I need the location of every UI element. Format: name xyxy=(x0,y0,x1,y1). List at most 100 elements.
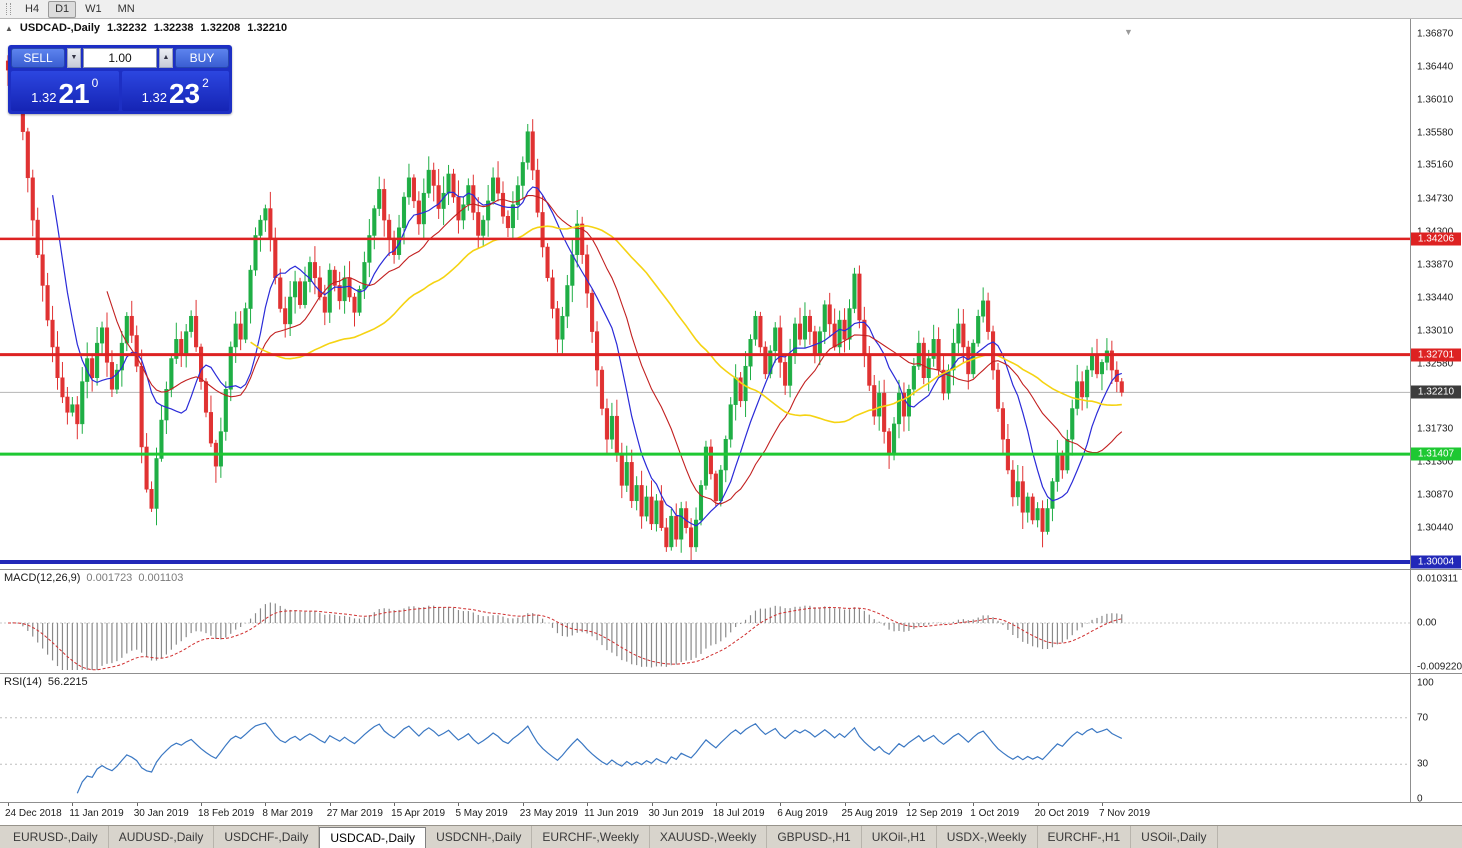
panel-separator[interactable] xyxy=(0,673,1462,674)
level-price-tag: 1.32701 xyxy=(1411,348,1461,362)
price-axis-label: 1.34730 xyxy=(1417,193,1454,205)
symbol-tab-eurusd-daily[interactable]: EURUSD-,Daily xyxy=(3,826,109,848)
sell-price-base: 1.32 xyxy=(31,90,57,105)
date-tick xyxy=(715,802,717,806)
date-axis-label: 18 Jul 2019 xyxy=(712,808,765,819)
date-tick xyxy=(136,802,138,806)
date-tick xyxy=(329,802,331,806)
date-tick xyxy=(72,802,74,806)
rsi-indicator-label: RSI(14) 56.2215 xyxy=(4,676,88,688)
timeframe-buttons: H4 D1 W1 MN xyxy=(18,0,142,18)
symbol-tab-eurchf-weekly[interactable]: EURCHF-,Weekly xyxy=(532,826,650,848)
symbol-tab-usdchf-daily[interactable]: USDCHF-,Daily xyxy=(214,826,320,848)
date-axis-label: 27 Mar 2019 xyxy=(326,808,383,819)
timeframe-button-h4[interactable]: H4 xyxy=(25,2,40,15)
date-tick xyxy=(844,802,846,806)
price-axis-label: 1.36440 xyxy=(1417,61,1454,73)
symbol-tab-xauusd-weekly[interactable]: XAUUSD-,Weekly xyxy=(650,826,768,848)
date-tick xyxy=(1101,802,1103,806)
macd-indicator-label: MACD(12,26,9) 0.001723 0.001103 xyxy=(4,572,184,584)
date-axis-label: 11 Jun 2019 xyxy=(584,808,639,819)
ohlc-high: 1.32238 xyxy=(153,22,194,34)
date-axis-label: 7 Nov 2019 xyxy=(1098,808,1151,819)
symbol-tab-usdcad-daily[interactable]: USDCAD-,Daily xyxy=(319,827,427,848)
date-axis-label: 12 Sep 2019 xyxy=(905,808,963,819)
price-axis-label: 1.30440 xyxy=(1417,522,1454,534)
date-tick xyxy=(651,802,653,806)
price-axis-label: 1.36010 xyxy=(1417,94,1454,106)
macd-panel-canvas[interactable] xyxy=(0,569,1410,673)
sell-price-display[interactable]: 1.32 21 0 xyxy=(11,71,119,111)
date-tick xyxy=(201,802,203,806)
volume-input[interactable]: 1.00 xyxy=(83,48,157,68)
date-axis-label: 1 Oct 2019 xyxy=(970,808,1020,819)
symbol-tab-eurchf-h1[interactable]: EURCHF-,H1 xyxy=(1038,826,1132,848)
timeframe-button-d1[interactable]: D1 xyxy=(48,0,77,18)
volume-increase-button[interactable]: ▲ xyxy=(159,48,173,68)
date-axis-label: 8 Mar 2019 xyxy=(262,808,313,819)
toolbar-grip[interactable] xyxy=(6,3,11,15)
price-axis-label: 1.32580 xyxy=(1417,358,1454,370)
symbol-tab-audusd-daily[interactable]: AUDUSD-,Daily xyxy=(109,826,215,848)
date-tick xyxy=(458,802,460,806)
symbol-tab-usdcnh-daily[interactable]: USDCNH-,Daily xyxy=(426,826,533,848)
macd-axis-label: 0.00 xyxy=(1417,617,1437,629)
macd-axis-label: -0.0092203 xyxy=(1417,661,1462,673)
price-axis-label: 1.33440 xyxy=(1417,292,1454,304)
price-axis-label: 1.30870 xyxy=(1417,489,1454,501)
timeframe-toolbar: H4 D1 W1 MN xyxy=(0,0,1462,19)
ohlc-close: 1.32210 xyxy=(247,22,288,34)
buy-price-display[interactable]: 1.32 23 2 xyxy=(121,71,229,111)
level-price-tag: 1.34206 xyxy=(1411,232,1461,246)
price-axis-label: 1.33010 xyxy=(1417,325,1454,337)
symbol-tab-usdx-weekly[interactable]: USDX-,Weekly xyxy=(937,826,1038,848)
price-axis-label: 1.31730 xyxy=(1417,423,1454,435)
date-axis-label: 23 May 2019 xyxy=(519,808,578,819)
date-axis-label: 6 Aug 2019 xyxy=(777,808,828,819)
axis-border xyxy=(1410,19,1411,802)
symbol-tab-ukoil-h1[interactable]: UKOil-,H1 xyxy=(862,826,937,848)
date-tick xyxy=(908,802,910,806)
date-axis-label: 5 May 2019 xyxy=(455,808,508,819)
timeframe-button-w1[interactable]: W1 xyxy=(85,2,102,15)
price-axis-label: 1.36870 xyxy=(1417,28,1454,40)
date-axis-label: 30 Jan 2019 xyxy=(133,808,189,819)
panel-separator[interactable] xyxy=(0,569,1462,570)
symbol-tab-usoil-daily[interactable]: USOil-,Daily xyxy=(1131,826,1218,848)
volume-decrease-button[interactable]: ▼ xyxy=(67,48,81,68)
sell-button[interactable]: SELL xyxy=(11,48,65,68)
chart-symbol: USDCAD-,Daily xyxy=(19,22,100,34)
chart-shift-marker-icon[interactable]: ▼ xyxy=(1124,27,1133,37)
symbol-tab-gbpusd-h1[interactable]: GBPUSD-,H1 xyxy=(767,826,862,848)
macd-signal-value: 0.001103 xyxy=(138,572,184,584)
price-chart-canvas[interactable] xyxy=(0,19,1410,569)
date-axis-label: 15 Apr 2019 xyxy=(391,808,446,819)
level-price-tag: 1.30004 xyxy=(1411,555,1461,569)
date-tick xyxy=(265,802,267,806)
collapse-arrow-icon[interactable]: ▲ xyxy=(5,23,13,33)
date-axis-label: 20 Oct 2019 xyxy=(1034,808,1090,819)
ohlc-low: 1.32208 xyxy=(200,22,241,34)
rsi-axis-label: 100 xyxy=(1417,677,1434,689)
date-axis-label: 25 Aug 2019 xyxy=(841,808,898,819)
date-axis-label: 24 Dec 2018 xyxy=(5,808,62,819)
rsi-axis-label: 30 xyxy=(1417,758,1429,770)
rsi-axis-label: 70 xyxy=(1417,712,1429,724)
level-price-tag: 1.31407 xyxy=(1411,447,1461,461)
date-tick xyxy=(780,802,782,806)
time-scale[interactable]: 24 Dec 2018 11 Jan 2019 30 Jan 2019 18 Feb … xyxy=(0,802,1410,825)
date-axis-label: 11 Jan 2019 xyxy=(69,808,124,819)
current-price-tag: 1.32210 xyxy=(1411,385,1461,399)
buy-button[interactable]: BUY xyxy=(175,48,229,68)
date-tick xyxy=(394,802,396,806)
macd-name: MACD(12,26,9) xyxy=(4,572,81,584)
date-axis-label: 18 Feb 2019 xyxy=(198,808,255,819)
date-tick xyxy=(973,802,975,806)
date-axis-label: 30 Jun 2019 xyxy=(648,808,704,819)
price-scale[interactable]: 1.36870 1.36440 1.36010 1.35580 1.35160 1.347… xyxy=(1411,19,1462,805)
price-axis-label: 1.34300 xyxy=(1417,226,1453,237)
rsi-panel-canvas[interactable] xyxy=(0,673,1410,802)
timeframe-button-mn[interactable]: MN xyxy=(117,2,135,15)
one-click-trading-panel: SELL ▼ 1.00 ▲ BUY 1.32 21 0 1.32 23 2 xyxy=(8,45,232,114)
